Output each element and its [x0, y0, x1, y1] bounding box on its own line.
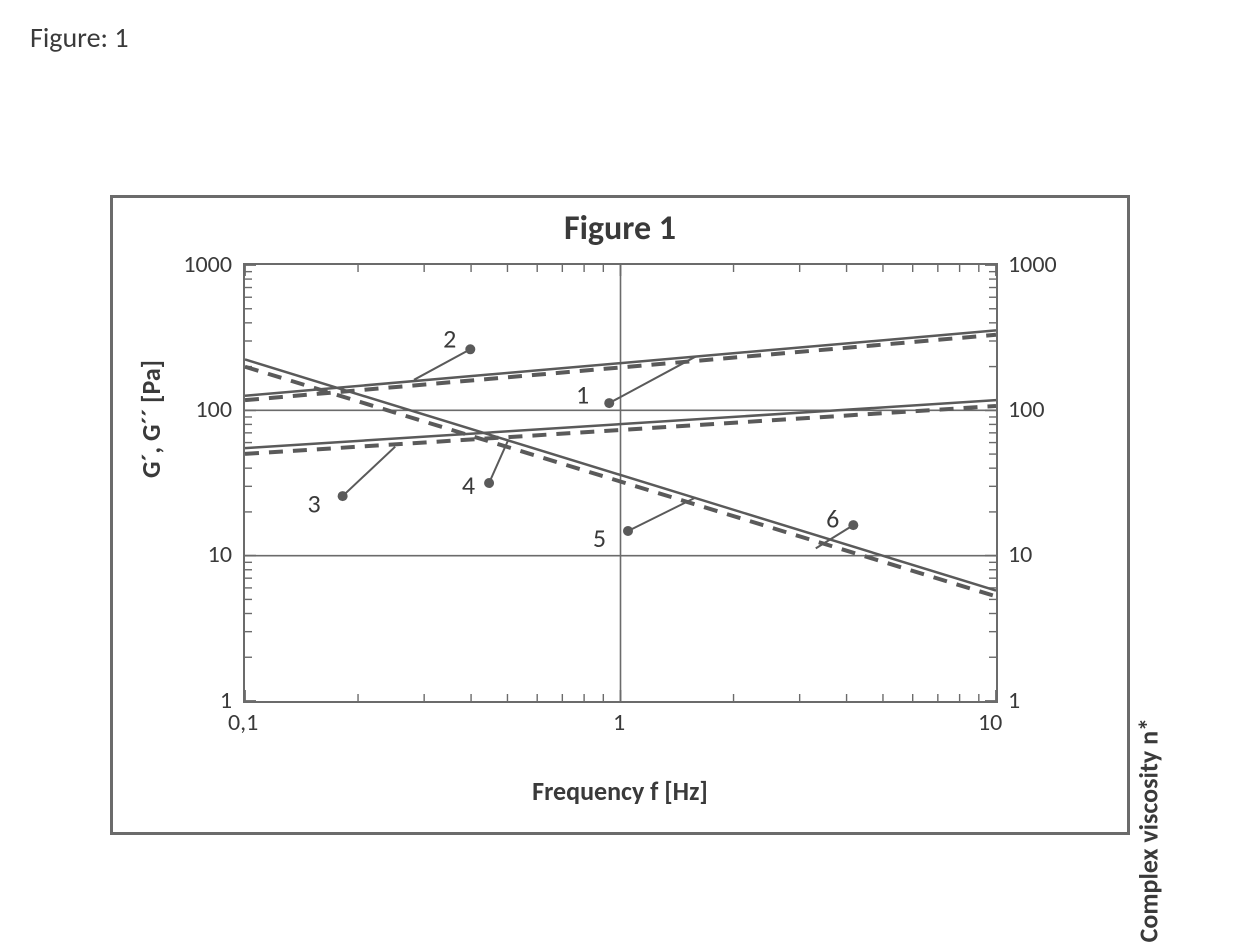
xtick-2: 10	[978, 708, 1002, 737]
y-axis-label-left: G´, G´´ [Pa]	[135, 360, 167, 478]
chart-container: Figure 1 G´, G´´ [Pa] Complex viscosity …	[110, 195, 1130, 835]
svg-text:4: 4	[462, 469, 475, 501]
plot-area: 1 2 3 4 5 6	[243, 263, 998, 703]
svg-text:2: 2	[443, 322, 456, 354]
ytick-right-0: 1	[1008, 686, 1020, 715]
xtick-1: 1	[613, 708, 625, 737]
xtick-0: 0,1	[228, 708, 258, 737]
plot-svg: 1 2 3 4 5 6	[245, 265, 996, 701]
chart-title: Figure 1	[113, 208, 1127, 249]
svg-text:5: 5	[593, 522, 606, 554]
svg-text:3: 3	[307, 487, 320, 519]
ytick-right-2: 100	[1008, 395, 1045, 424]
ytick-left-1: 10	[208, 540, 232, 569]
figure-caption: Figure: 1	[30, 20, 129, 55]
ytick-right-1: 10	[1008, 540, 1032, 569]
ytick-right-3: 1000	[1008, 250, 1057, 279]
x-axis-label: Frequency f [Hz]	[113, 775, 1127, 807]
y-axis-label-right: Complex viscosity n*	[1132, 718, 1164, 942]
svg-text:1: 1	[576, 378, 589, 410]
ytick-left-2: 100	[196, 395, 233, 424]
ytick-left-3: 1000	[183, 250, 232, 279]
svg-text:6: 6	[826, 502, 839, 534]
